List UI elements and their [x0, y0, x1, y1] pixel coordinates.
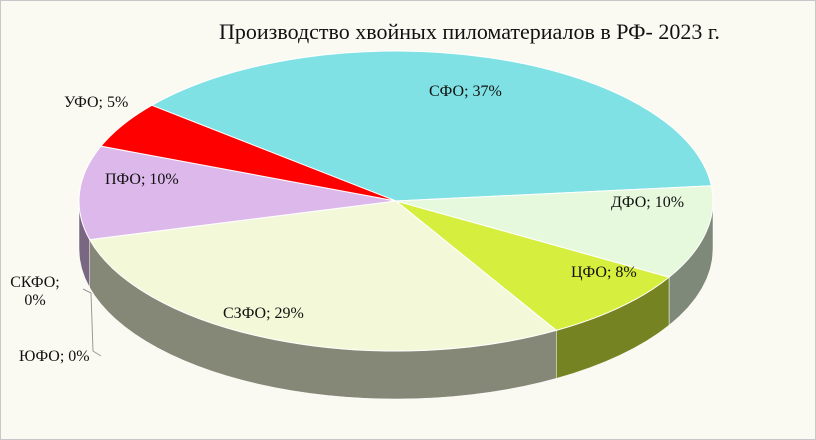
- chart-title: Производство хвойных пиломатериалов в РФ…: [219, 19, 720, 44]
- data-label: СФО; 37%: [429, 83, 502, 100]
- data-label: СКФО; 0%: [10, 274, 60, 309]
- pie-slice: [100, 104, 397, 202]
- pie-slice: [395, 200, 671, 331]
- data-label: УФО; 5%: [64, 94, 129, 111]
- data-label: ЦФО; 8%: [571, 264, 637, 281]
- pie-slice: [88, 200, 558, 352]
- data-label: СЗФО; 29%: [223, 305, 304, 322]
- leader-line: [82, 288, 102, 357]
- pie-slice: [150, 50, 712, 202]
- pie-slice: [395, 185, 714, 278]
- pie-slice: [78, 145, 397, 241]
- data-label: ПФО; 10%: [105, 171, 179, 188]
- data-label: ДФО; 10%: [611, 194, 685, 211]
- data-label: ЮФО; 0%: [19, 348, 90, 365]
